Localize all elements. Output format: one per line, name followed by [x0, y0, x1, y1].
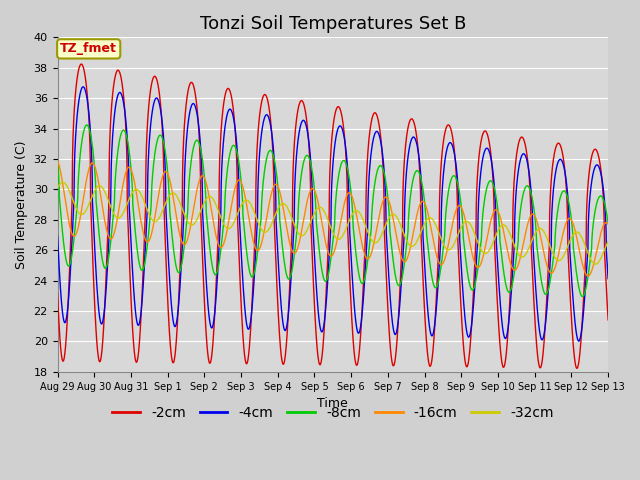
-32cm	[604, 239, 612, 244]
-4cm	[387, 300, 394, 306]
-4cm	[552, 168, 560, 173]
-8cm	[83, 122, 91, 128]
-2cm	[387, 348, 394, 353]
-2cm	[172, 346, 179, 352]
-8cm	[604, 221, 612, 227]
Y-axis label: Soil Temperature (C): Soil Temperature (C)	[15, 140, 28, 269]
-2cm	[77, 61, 85, 67]
Title: Tonzi Soil Temperatures Set B: Tonzi Soil Temperatures Set B	[200, 15, 466, 33]
-32cm	[396, 221, 404, 227]
-16cm	[604, 221, 612, 227]
-32cm	[387, 213, 394, 218]
-8cm	[54, 156, 61, 162]
-32cm	[59, 180, 67, 185]
-32cm	[54, 185, 61, 191]
-2cm	[604, 314, 612, 320]
-2cm	[604, 317, 612, 323]
-4cm	[396, 296, 404, 302]
-8cm	[552, 223, 560, 228]
Line: -4cm: -4cm	[58, 87, 608, 341]
-4cm	[604, 276, 612, 281]
-8cm	[396, 281, 404, 287]
-16cm	[387, 203, 394, 209]
-16cm	[552, 263, 559, 268]
-4cm	[54, 233, 61, 239]
-4cm	[207, 325, 215, 331]
-32cm	[172, 192, 179, 197]
-16cm	[584, 273, 592, 279]
-8cm	[579, 294, 586, 300]
Line: -2cm: -2cm	[58, 64, 608, 368]
-16cm	[54, 158, 61, 164]
-32cm	[207, 194, 215, 200]
-16cm	[207, 206, 215, 212]
-2cm	[573, 365, 580, 371]
-4cm	[575, 338, 582, 344]
-16cm	[604, 221, 612, 227]
-2cm	[552, 144, 560, 150]
-32cm	[604, 239, 612, 244]
-2cm	[207, 355, 215, 361]
-8cm	[207, 258, 215, 264]
-4cm	[172, 323, 179, 329]
-4cm	[604, 274, 612, 279]
X-axis label: Time: Time	[317, 397, 348, 410]
-8cm	[604, 220, 612, 226]
Line: -8cm: -8cm	[58, 125, 608, 297]
-32cm	[591, 261, 599, 267]
-2cm	[396, 280, 404, 286]
Text: TZ_fmet: TZ_fmet	[60, 42, 117, 55]
-16cm	[172, 208, 179, 214]
Legend: -2cm, -4cm, -8cm, -16cm, -32cm: -2cm, -4cm, -8cm, -16cm, -32cm	[106, 400, 559, 425]
Line: -32cm: -32cm	[58, 182, 608, 264]
-2cm	[54, 290, 61, 296]
-16cm	[396, 250, 404, 256]
-4cm	[79, 84, 87, 90]
-32cm	[552, 256, 560, 262]
-8cm	[387, 234, 394, 240]
Line: -16cm: -16cm	[58, 161, 608, 276]
-8cm	[172, 261, 179, 267]
